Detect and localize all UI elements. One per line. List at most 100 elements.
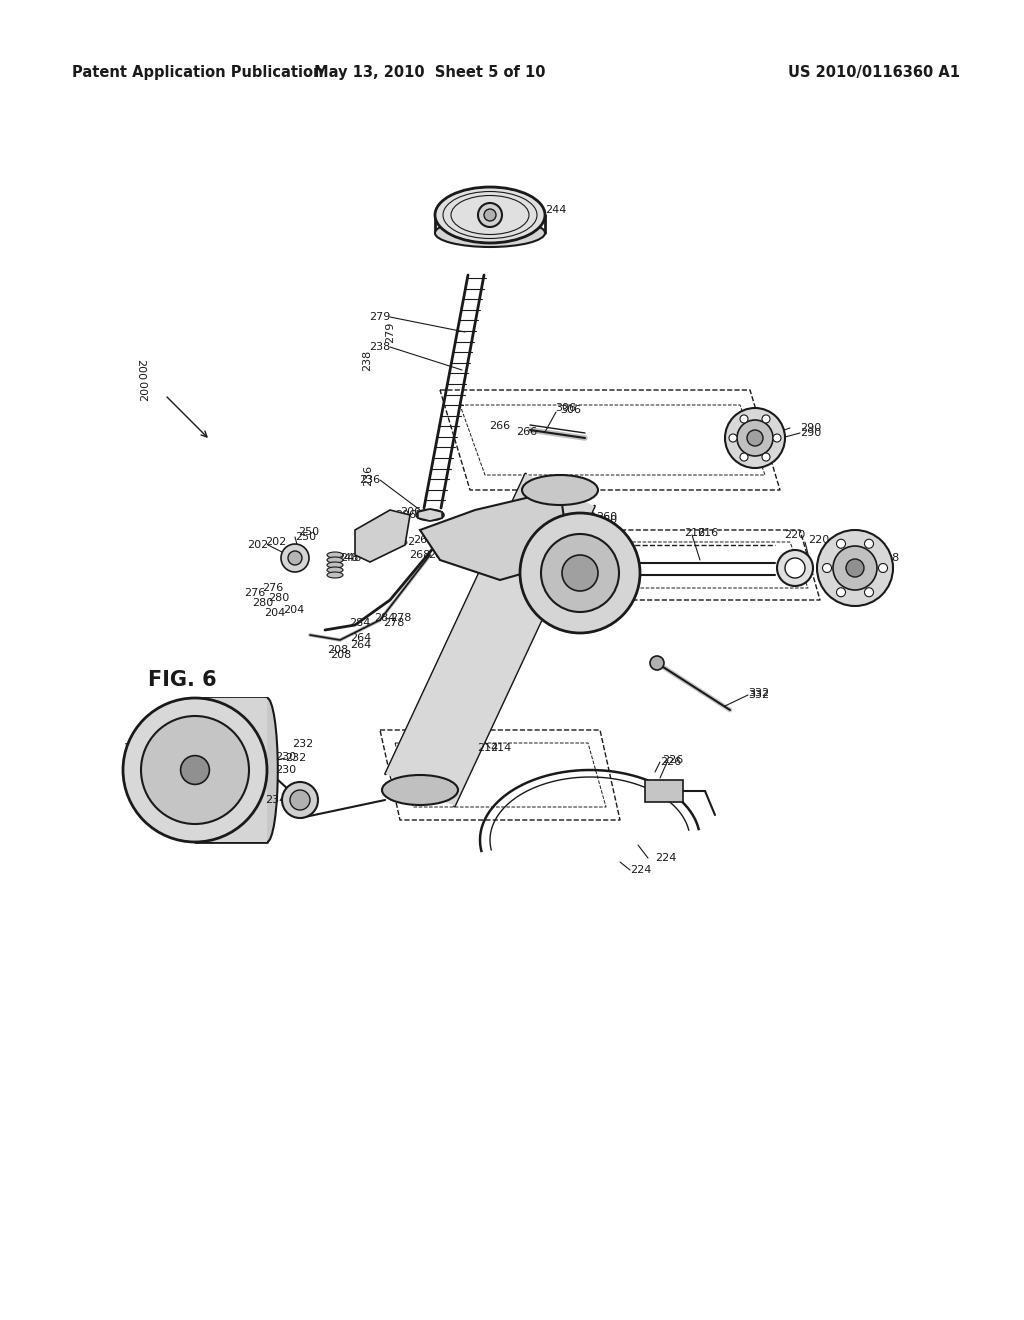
- Text: May 13, 2010  Sheet 5 of 10: May 13, 2010 Sheet 5 of 10: [314, 65, 546, 79]
- Text: 318: 318: [528, 535, 550, 545]
- Text: 208: 208: [327, 645, 348, 655]
- Text: 200: 200: [135, 359, 145, 380]
- Text: Patent Application Publication: Patent Application Publication: [72, 65, 324, 79]
- Text: 214: 214: [450, 550, 471, 560]
- Text: 276: 276: [262, 583, 284, 593]
- Circle shape: [281, 544, 309, 572]
- Text: 284: 284: [374, 612, 395, 623]
- Text: 226: 226: [660, 756, 681, 767]
- Text: 318: 318: [545, 540, 566, 550]
- Circle shape: [288, 550, 302, 565]
- Text: 276: 276: [244, 587, 265, 598]
- Circle shape: [864, 540, 873, 548]
- Circle shape: [520, 513, 640, 634]
- Circle shape: [290, 789, 310, 810]
- Text: 314: 314: [575, 537, 596, 546]
- Polygon shape: [420, 490, 570, 579]
- Text: 264: 264: [460, 525, 481, 535]
- Text: 236: 236: [362, 465, 373, 486]
- Circle shape: [746, 430, 763, 446]
- Text: 214: 214: [490, 743, 511, 752]
- Circle shape: [740, 453, 748, 461]
- Ellipse shape: [522, 475, 598, 506]
- Text: 204: 204: [264, 609, 285, 618]
- Text: 306: 306: [560, 405, 581, 414]
- Text: 278: 278: [390, 612, 412, 623]
- Text: 260: 260: [596, 512, 617, 521]
- Text: 306: 306: [555, 403, 575, 413]
- Text: 280: 280: [252, 598, 273, 609]
- Text: 262: 262: [413, 535, 434, 545]
- Circle shape: [762, 453, 770, 461]
- Ellipse shape: [382, 775, 458, 805]
- Circle shape: [141, 715, 249, 824]
- Circle shape: [737, 420, 773, 455]
- Text: 206: 206: [395, 510, 416, 520]
- Circle shape: [729, 434, 737, 442]
- Text: 290: 290: [800, 422, 821, 433]
- Circle shape: [833, 546, 877, 590]
- Text: 228: 228: [124, 743, 145, 752]
- Text: 218: 218: [878, 553, 899, 564]
- Ellipse shape: [435, 219, 545, 247]
- Circle shape: [837, 540, 846, 548]
- Circle shape: [762, 414, 770, 422]
- Ellipse shape: [327, 562, 343, 568]
- Text: 236: 236: [358, 475, 380, 484]
- Text: 232: 232: [292, 739, 313, 748]
- Text: 226: 226: [662, 755, 683, 766]
- Ellipse shape: [416, 510, 444, 520]
- Text: 224: 224: [630, 865, 651, 875]
- Text: 332: 332: [748, 688, 769, 698]
- Text: 284: 284: [348, 618, 370, 628]
- Circle shape: [785, 558, 805, 578]
- Circle shape: [484, 209, 496, 220]
- Polygon shape: [195, 698, 267, 842]
- Text: 232: 232: [285, 752, 306, 763]
- Text: 244: 244: [545, 205, 566, 215]
- Circle shape: [478, 203, 502, 227]
- Text: 312: 312: [572, 515, 593, 525]
- Text: 218: 218: [870, 554, 891, 565]
- Text: 248: 248: [340, 553, 361, 564]
- Ellipse shape: [435, 187, 545, 243]
- Circle shape: [740, 414, 748, 422]
- Text: 228: 228: [142, 741, 164, 750]
- Text: 216: 216: [697, 528, 718, 539]
- Text: 216: 216: [684, 528, 706, 539]
- Circle shape: [846, 558, 864, 577]
- Text: 234: 234: [285, 803, 306, 813]
- Text: US 2010/0116360 A1: US 2010/0116360 A1: [788, 65, 961, 79]
- Text: 290: 290: [800, 428, 821, 438]
- Text: 202: 202: [265, 537, 287, 546]
- Polygon shape: [386, 474, 595, 807]
- Circle shape: [180, 755, 209, 784]
- Ellipse shape: [327, 572, 343, 578]
- Text: 332: 332: [748, 690, 769, 700]
- Text: 248: 248: [337, 553, 358, 564]
- Bar: [645, 780, 683, 803]
- Text: 320: 320: [524, 562, 545, 572]
- Text: 250: 250: [298, 527, 319, 537]
- Text: 266: 266: [488, 421, 510, 432]
- Text: 266: 266: [516, 426, 538, 437]
- Text: 264: 264: [350, 640, 372, 649]
- Circle shape: [562, 554, 598, 591]
- Text: 238: 238: [369, 342, 390, 352]
- Circle shape: [864, 587, 873, 597]
- Text: 234: 234: [265, 795, 287, 805]
- Circle shape: [837, 587, 846, 597]
- Text: 204: 204: [283, 605, 304, 615]
- Text: 278: 278: [383, 618, 404, 628]
- Ellipse shape: [327, 552, 343, 558]
- Polygon shape: [355, 510, 410, 562]
- Polygon shape: [418, 510, 442, 521]
- Ellipse shape: [256, 698, 278, 842]
- Circle shape: [777, 550, 813, 586]
- Text: 314: 314: [566, 540, 587, 550]
- Text: 264: 264: [350, 634, 372, 643]
- Text: 208: 208: [330, 649, 351, 660]
- Ellipse shape: [420, 511, 440, 519]
- Circle shape: [822, 564, 831, 573]
- Circle shape: [725, 408, 785, 469]
